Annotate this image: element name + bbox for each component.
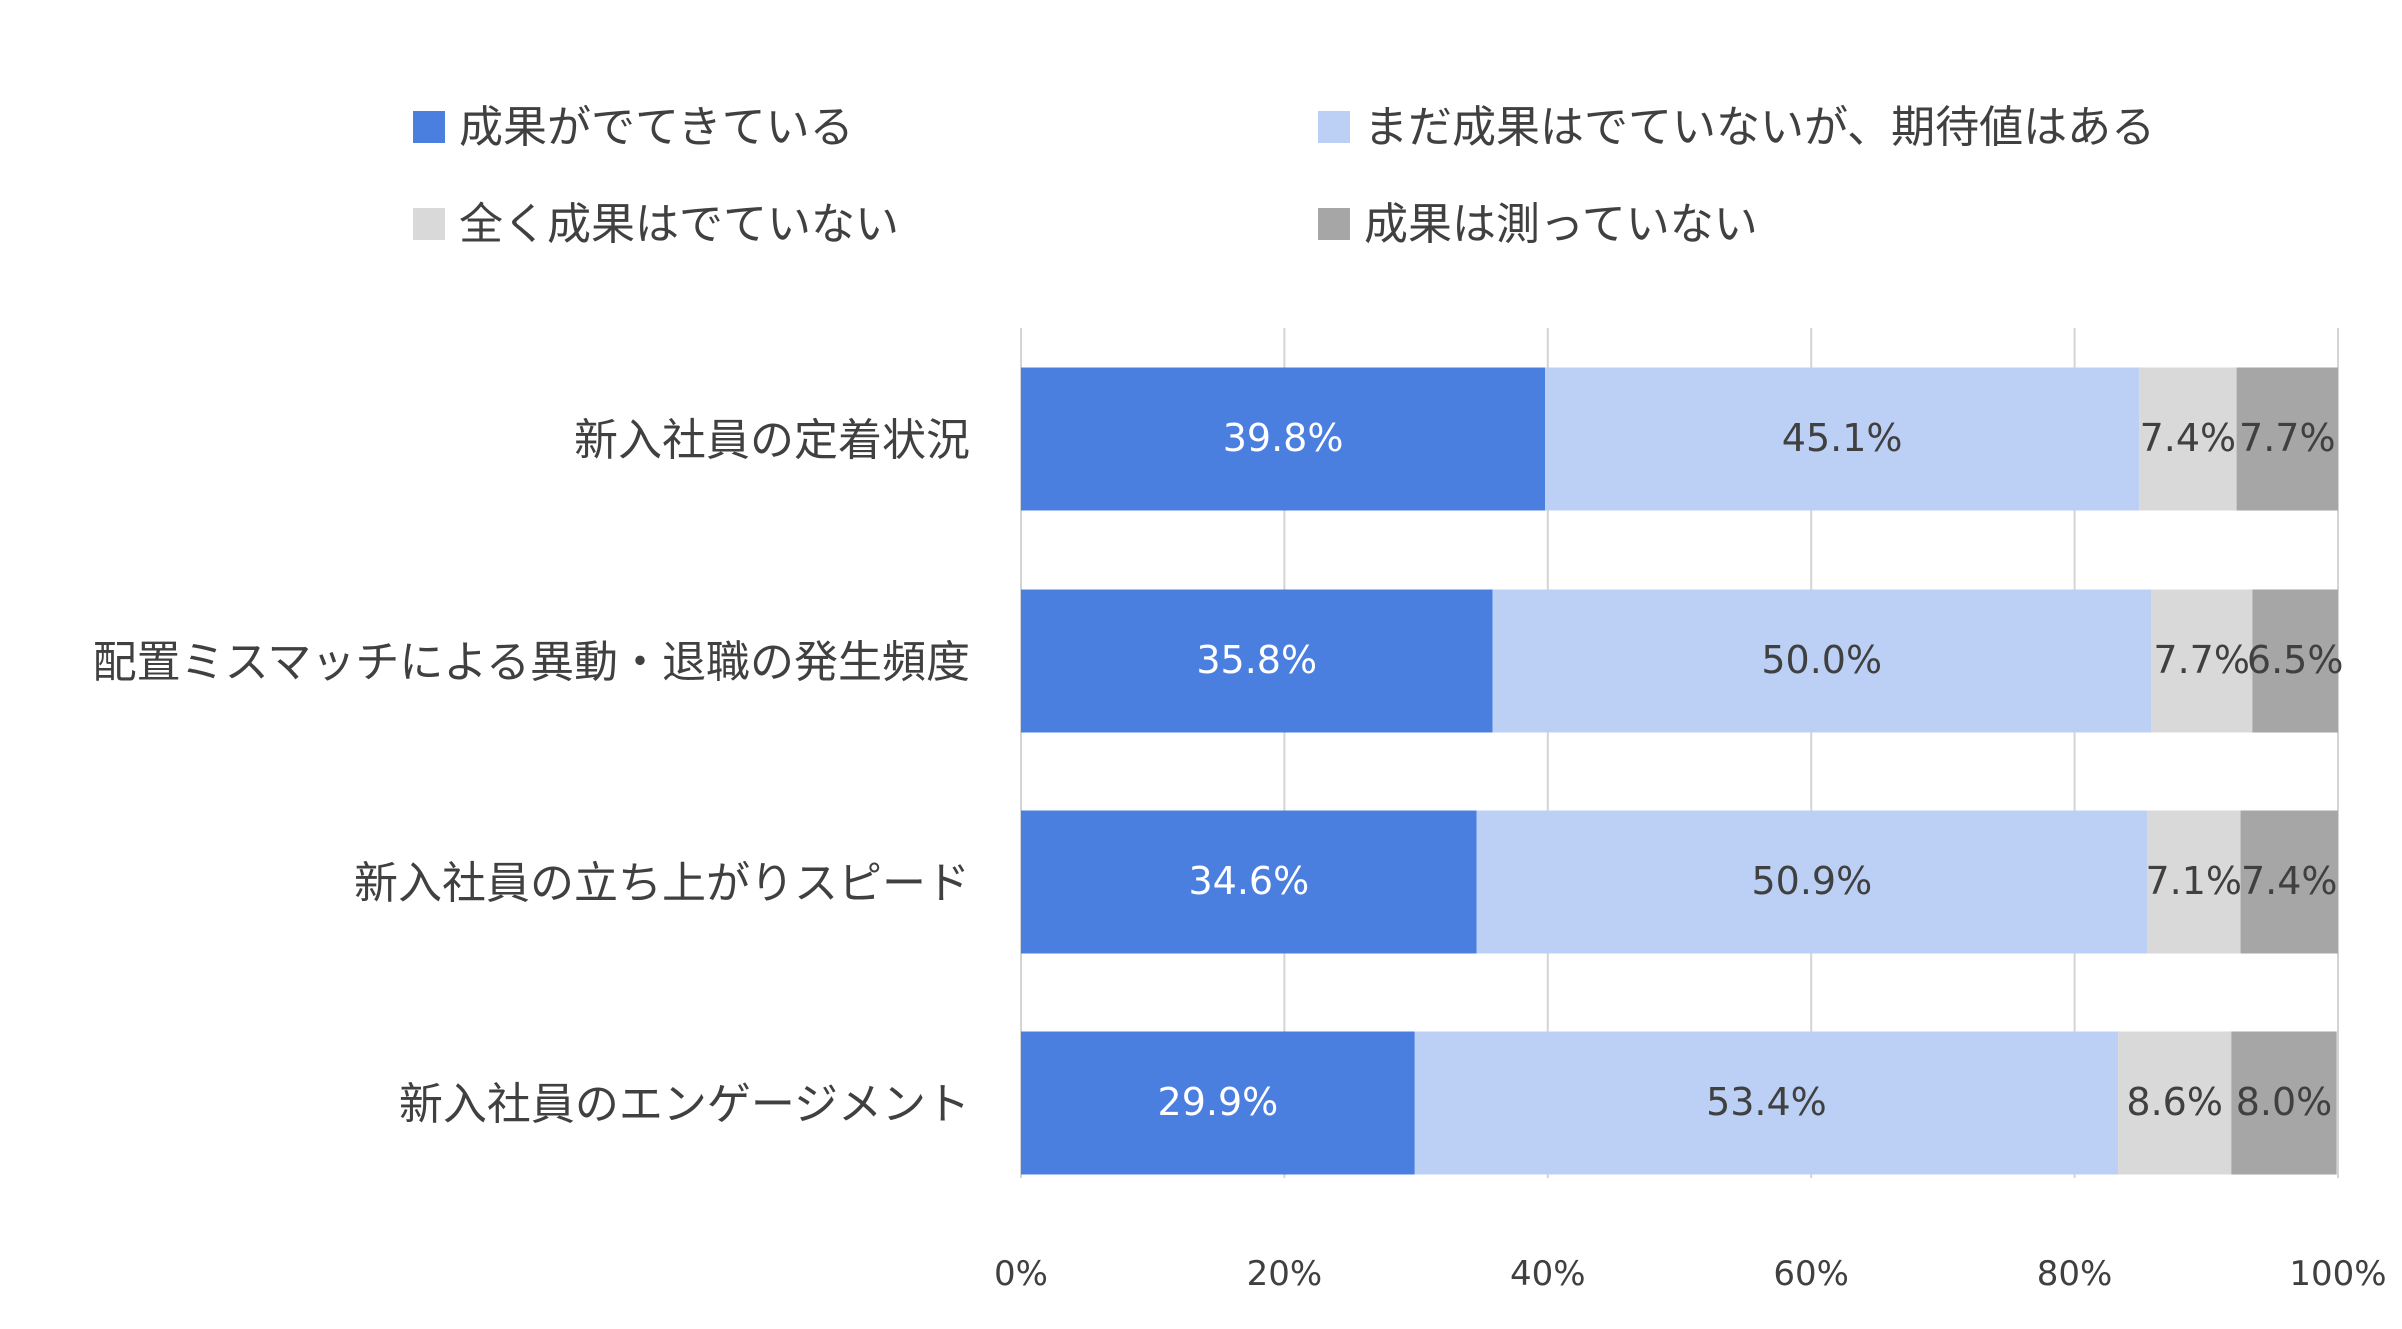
- x-tick-label: 60%: [1773, 1254, 1849, 1294]
- bar-segment: [2236, 367, 2338, 511]
- data-label: 45.1%: [1782, 416, 1903, 460]
- x-tick-label: 0%: [994, 1254, 1048, 1294]
- bar-segment: [1021, 810, 1477, 954]
- bar-segment: [1545, 367, 2140, 511]
- data-label: 50.9%: [1751, 859, 1872, 903]
- legend-label: 成果がでてきている: [459, 102, 854, 153]
- data-label: 34.6%: [1188, 859, 1309, 903]
- category-labels: 新入社員の定着状況配置ミスマッチによる異動・退職の発生頻度新入社員の立ち上がりス…: [93, 415, 970, 1130]
- data-label: 50.0%: [1761, 638, 1882, 682]
- data-label: 7.7%: [2153, 638, 2250, 682]
- legend-swatch: [1318, 111, 1350, 143]
- data-labels: 39.8% 45.1% 7.4% 7.7%35.8% 50.0% 7.7%6.5%34.6…: [1158, 416, 2344, 1124]
- bar-segment: [2118, 1031, 2232, 1175]
- data-label: 29.9%: [1158, 1080, 1279, 1124]
- x-tick-label: 100%: [2289, 1254, 2386, 1294]
- x-tick-label: 20%: [1247, 1254, 1323, 1294]
- x-tick-label: 80%: [2037, 1254, 2113, 1294]
- bar-segment: [2240, 810, 2338, 954]
- x-tick-label: 40%: [1510, 1254, 1586, 1294]
- bar-segment: [1021, 367, 1546, 511]
- bar-segment: [1021, 1031, 1415, 1175]
- data-label: 8.0%: [2236, 1080, 2333, 1124]
- data-label: 39.8%: [1223, 416, 1344, 460]
- legend-swatch: [1318, 208, 1350, 240]
- bar-segment: [1492, 589, 2151, 733]
- legend-item: 全く成果はでていない: [413, 199, 899, 250]
- legend-label: まだ成果はでていないが、期待値はある: [1364, 102, 2155, 153]
- bar-groups: [1021, 367, 2338, 1175]
- data-label: 6.5%: [2247, 638, 2344, 682]
- legend-swatch: [413, 111, 445, 143]
- data-label: 7.1%: [2146, 859, 2243, 903]
- legend-swatch: [413, 208, 445, 240]
- bar-segment: [2252, 589, 2338, 733]
- bar-segment: [2139, 367, 2237, 511]
- legend-label: 成果は測っていない: [1364, 199, 1758, 250]
- legend-item: まだ成果はでていないが、期待値はある: [1318, 102, 2155, 153]
- bar-segment: [1476, 810, 2148, 954]
- x-axis-ticks: 0% 20% 40% 60% 80% 100%: [994, 1254, 2387, 1294]
- bar-segment: [2231, 1031, 2337, 1175]
- legend-item: 成果は測っていない: [1318, 199, 1758, 250]
- legend-item: 成果がでてきている: [413, 102, 854, 153]
- category-label: 新入社員の定着状況: [574, 415, 970, 466]
- data-label: 8.6%: [2126, 1080, 2223, 1124]
- bar-segment: [2150, 589, 2253, 733]
- category-label: 配置ミスマッチによる異動・退職の発生頻度: [93, 637, 970, 688]
- bar-segment: [2147, 810, 2241, 954]
- data-label: 35.8%: [1196, 638, 1317, 682]
- data-label: 7.7%: [2239, 416, 2336, 460]
- data-label: 7.4%: [2140, 416, 2237, 460]
- data-label: 7.4%: [2241, 859, 2338, 903]
- legend-label: 全く成果はでていない: [459, 199, 899, 250]
- bar-segment: [1021, 589, 1493, 733]
- category-label: 新入社員の立ち上がりスピード: [354, 858, 970, 909]
- bar-segment: [1414, 1031, 2119, 1175]
- category-label: 新入社員のエンゲージメント: [399, 1079, 970, 1130]
- data-label: 53.4%: [1706, 1080, 1827, 1124]
